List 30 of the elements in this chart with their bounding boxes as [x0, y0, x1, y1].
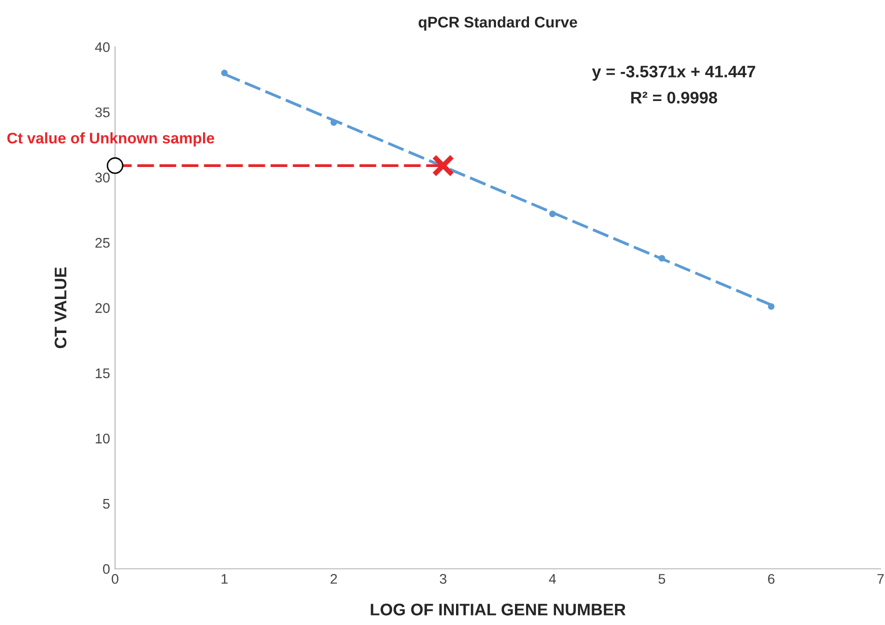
point — [549, 210, 556, 218]
point — [221, 70, 228, 76]
y-tick-label: 30 — [95, 172, 110, 183]
point — [658, 254, 666, 262]
annotation: R² = 0.9998 — [631, 92, 718, 104]
x-tick-label: 4 — [548, 574, 556, 584]
point — [432, 154, 454, 177]
x-tick-label: 0 — [112, 574, 118, 584]
annotation: y = -3.5371x + 41.447 — [592, 66, 756, 81]
x-axis-title: LOG OF INITIAL GENE NUMBER — [370, 604, 626, 616]
x-tick-label: 1 — [222, 574, 228, 584]
chart-title: qPCR Standard Curve — [418, 16, 578, 31]
y-tick-label: 10 — [96, 434, 110, 444]
point — [330, 119, 338, 126]
y-axis-title: CT VALUE — [54, 267, 66, 348]
x-tick-label: 7 — [877, 574, 884, 584]
y-tick-label: 25 — [95, 238, 110, 248]
point — [768, 303, 775, 310]
x-tick-label: 2 — [330, 574, 337, 584]
y-tick-label: 40 — [95, 42, 110, 52]
y-tick-label: 0 — [103, 564, 110, 574]
point — [106, 157, 124, 174]
x-tick-label: 6 — [768, 574, 774, 584]
y-tick-label: 35 — [95, 107, 110, 118]
y-tick-label: 20 — [95, 303, 110, 313]
y-tick-label: 5 — [103, 498, 110, 509]
y-tick-label: 15 — [96, 368, 110, 378]
x-tick-label: 3 — [440, 574, 446, 584]
x-tick-label: 5 — [658, 574, 666, 584]
annotation: Ct value of Unknown sample — [7, 132, 214, 147]
